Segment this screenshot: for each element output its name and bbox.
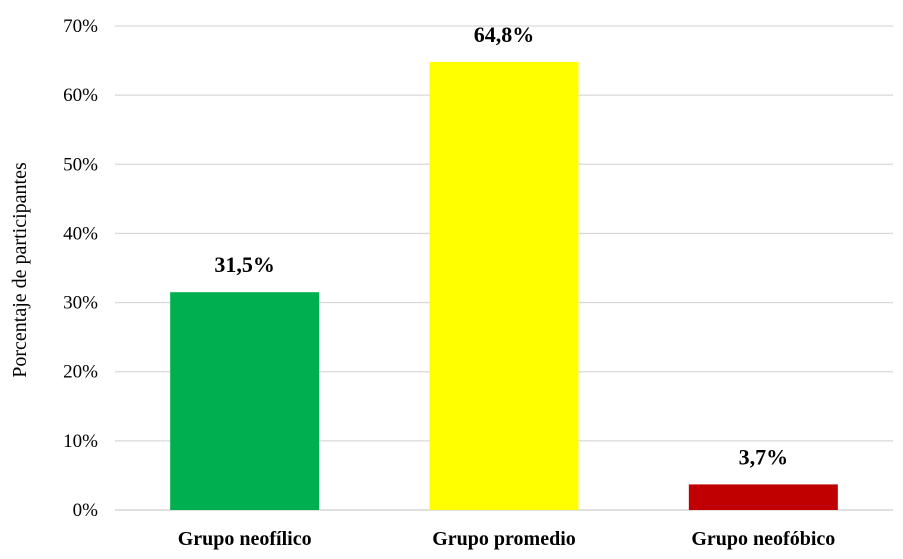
x-axis-categories: Grupo neofílico Grupo promedio Grupo neofó… bbox=[178, 528, 836, 550]
y-axis-title: Porcentaje de participantes bbox=[9, 162, 31, 378]
y-tick-label: 50% bbox=[63, 154, 98, 175]
y-tick-label: 40% bbox=[63, 223, 98, 244]
data-labels: 31,5% 64,8% 3,7% bbox=[214, 22, 788, 469]
category-label-3: Grupo neofóbico bbox=[691, 528, 835, 550]
bar-1 bbox=[170, 292, 320, 510]
y-tick-label: 20% bbox=[63, 362, 98, 383]
data-label-2: 64,8% bbox=[474, 22, 535, 47]
bars bbox=[170, 61, 838, 510]
y-tick-label: 30% bbox=[63, 293, 98, 314]
category-label-1: Grupo neofílico bbox=[178, 528, 312, 550]
bar-3 bbox=[688, 484, 838, 510]
y-axis-ticks: 0% 10% 20% 30% 40% 50% 60% 70% bbox=[63, 16, 98, 521]
data-label-1: 31,5% bbox=[214, 252, 275, 277]
y-tick-label: 70% bbox=[63, 16, 98, 37]
y-tick-label: 0% bbox=[73, 500, 99, 521]
data-label-3: 3,7% bbox=[739, 444, 789, 469]
y-tick-label: 60% bbox=[63, 85, 98, 106]
bar-2 bbox=[429, 61, 579, 510]
category-label-2: Grupo promedio bbox=[432, 528, 576, 550]
y-tick-label: 10% bbox=[63, 431, 98, 452]
